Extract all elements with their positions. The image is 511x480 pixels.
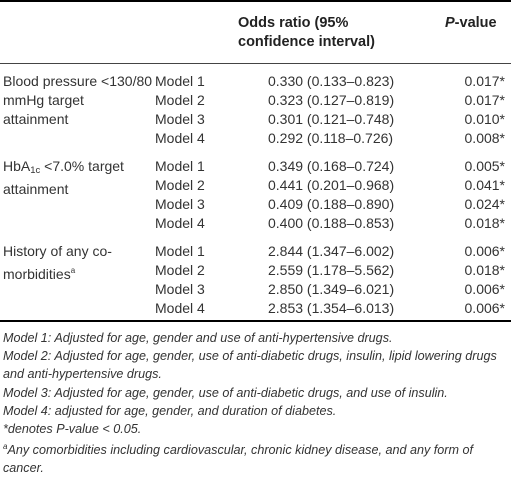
comorbidities-footnote-mark: a — [70, 266, 76, 275]
table-row-p: 0.010* — [464, 111, 505, 127]
table-row-model: Model 1 — [155, 73, 205, 89]
table-row-odds: 2.853 (1.354–6.013) — [268, 300, 395, 316]
table-row-model: Model 4 — [155, 215, 205, 231]
group-label-hba1c: HbA1c <7.0% target attainment — [3, 157, 153, 199]
table-row-p: 0.005* — [464, 158, 505, 174]
table-row-p: 0.017* — [464, 73, 505, 89]
note-footnote: aAny comorbidities including cardiovascu… — [3, 438, 508, 477]
header-p-italic: P — [445, 15, 455, 31]
table-row-odds: 0.330 (0.133–0.823) — [268, 73, 395, 89]
footnote-text: Any comorbidities including cardiovascul… — [3, 443, 473, 476]
note-model-1: Model 1: Adjusted for age, gender and us… — [3, 331, 393, 345]
header-odds-ratio: Odds ratio (95% confidence interval) — [238, 15, 375, 50]
table-row-odds: 2.559 (1.178–5.562) — [268, 262, 395, 278]
table-row-odds: 0.441 (0.201–0.968) — [268, 177, 395, 193]
table-row-odds: 0.409 (0.188–0.890) — [268, 196, 395, 212]
table-row-odds: 0.301 (0.121–0.748) — [268, 111, 395, 127]
table-row-p: 0.017* — [464, 92, 505, 108]
table-row-p: 0.006* — [464, 243, 505, 259]
table-row-p: 0.006* — [464, 281, 505, 297]
table-row-odds: 2.844 (1.347–6.002) — [268, 243, 395, 259]
note-model-4: Model 4: adjusted for age, gender, and d… — [3, 403, 337, 418]
table-row-p: 0.018* — [464, 215, 505, 231]
table-notes: Model 1: Adjusted for age, gender and us… — [3, 329, 508, 478]
table-top-rule — [0, 0, 511, 2]
table-row-model: Model 3 — [155, 111, 205, 127]
table-row-model: Model 3 — [155, 196, 205, 212]
table-row-model: Model 4 — [155, 130, 205, 146]
table-row-odds: 0.323 (0.127–0.819) — [268, 92, 395, 108]
table-bottom-rule — [0, 320, 511, 322]
table-row-odds: 0.292 (0.118–0.726) — [268, 130, 394, 146]
hba1c-label-pre: HbA — [3, 158, 31, 174]
note-model-2: Model 2: Adjusted for age, gender, use o… — [3, 349, 497, 382]
table-row-p: 0.024* — [464, 196, 505, 212]
table-header-rule — [0, 63, 511, 64]
table-row-model: Model 2 — [155, 262, 205, 278]
table-row-odds: 0.400 (0.188–0.853) — [268, 215, 395, 231]
table-row-model: Model 1 — [155, 158, 205, 174]
table-row-model: Model 4 — [155, 300, 205, 316]
header-p-rest: -value — [454, 15, 497, 31]
table-row-model: Model 1 — [155, 243, 205, 259]
note-asterisk: *denotes P-value < 0.05. — [3, 422, 142, 437]
hba1c-label-post: <7.0% target attainment — [3, 158, 124, 197]
group-label-comorbidities: History of any co-morbiditiesa — [3, 242, 143, 284]
note-model-3: Model 3: Adjusted for age, gender, use o… — [3, 385, 448, 400]
header-p-value: P-value — [445, 14, 497, 33]
table-row-odds: 2.850 (1.349–6.021) — [268, 281, 395, 297]
hba1c-label-subscript: 1c — [30, 165, 41, 176]
group-label-blood-pressure: Blood pressure <130/80 mmHg target attai… — [3, 73, 153, 127]
table-row-p: 0.041* — [464, 177, 505, 193]
table-row-model: Model 2 — [155, 177, 205, 193]
comorbidities-label: History of any co-morbidities — [3, 243, 112, 282]
table-row-p: 0.008* — [464, 130, 505, 146]
table-row-model: Model 3 — [155, 281, 205, 297]
table-row-model: Model 2 — [155, 92, 205, 108]
table-row-odds: 0.349 (0.168–0.724) — [268, 158, 395, 174]
footnote-mark: a — [3, 442, 8, 452]
table-row-p: 0.006* — [464, 300, 505, 316]
table-row-p: 0.018* — [464, 262, 505, 278]
